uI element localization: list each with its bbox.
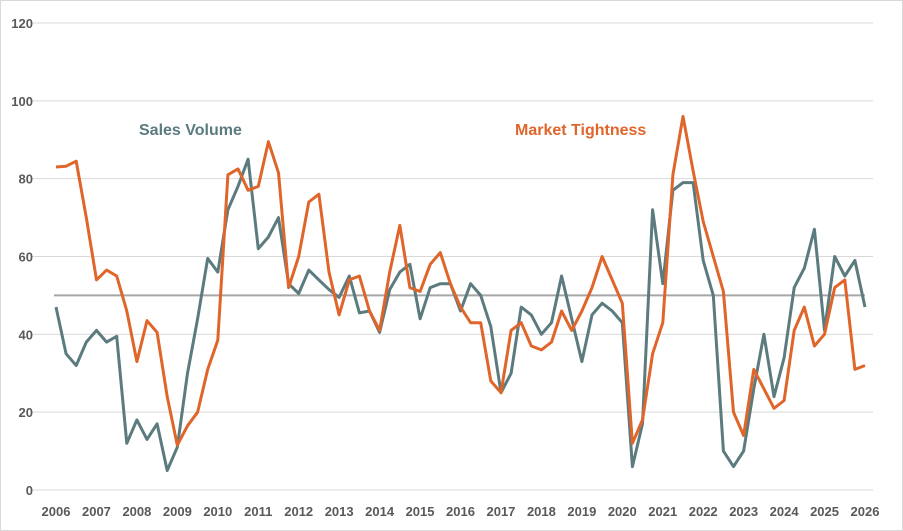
x-tick-label: 2007: [82, 504, 111, 519]
y-tick-label: 40: [19, 327, 33, 342]
series-lines: [54, 114, 867, 472]
x-tick-label: 2025: [810, 504, 839, 519]
x-tick-label: 2024: [770, 504, 800, 519]
x-tick-label: 2010: [203, 504, 232, 519]
x-tick-label: 2016: [446, 504, 475, 519]
series-label-market-tightness: Market Tightness: [515, 122, 646, 139]
x-tick-label: 2020: [608, 504, 637, 519]
x-tick-label: 2017: [486, 504, 515, 519]
x-tick-label: 2022: [689, 504, 718, 519]
x-tick-label: 2023: [729, 504, 758, 519]
x-tick-label: 2015: [406, 504, 435, 519]
x-tick-label: 2009: [163, 504, 192, 519]
x-axis-ticks: 2006 2007 2008 2009 2010 2011 2012 2013 2014 2015…: [42, 504, 880, 519]
y-tick-label: 100: [11, 94, 33, 109]
x-tick-label: 2026: [851, 504, 880, 519]
y-tick-label: 120: [11, 16, 33, 31]
y-tick-label: 0: [26, 483, 33, 498]
x-tick-label: 2013: [325, 504, 354, 519]
y-tick-label: 80: [19, 172, 33, 187]
x-tick-label: 2021: [648, 504, 677, 519]
x-tick-label: 2008: [122, 504, 151, 519]
x-tick-label: 2018: [527, 504, 556, 519]
y-tick-label: 60: [19, 250, 33, 265]
x-tick-label: 2011: [244, 504, 272, 519]
x-tick-label: 2012: [284, 504, 313, 519]
series-line-sales-volume: [54, 157, 867, 472]
x-tick-label: 2006: [42, 504, 71, 519]
series-label-sales-volume: Sales Volume: [139, 122, 242, 139]
x-tick-label: 2019: [567, 504, 596, 519]
series-line-market-tightness: [55, 114, 866, 447]
y-axis-ticks: 0 20 40 60 80 100 120: [11, 16, 33, 498]
x-tick-label: 2014: [365, 504, 395, 519]
y-tick-label: 20: [19, 405, 33, 420]
